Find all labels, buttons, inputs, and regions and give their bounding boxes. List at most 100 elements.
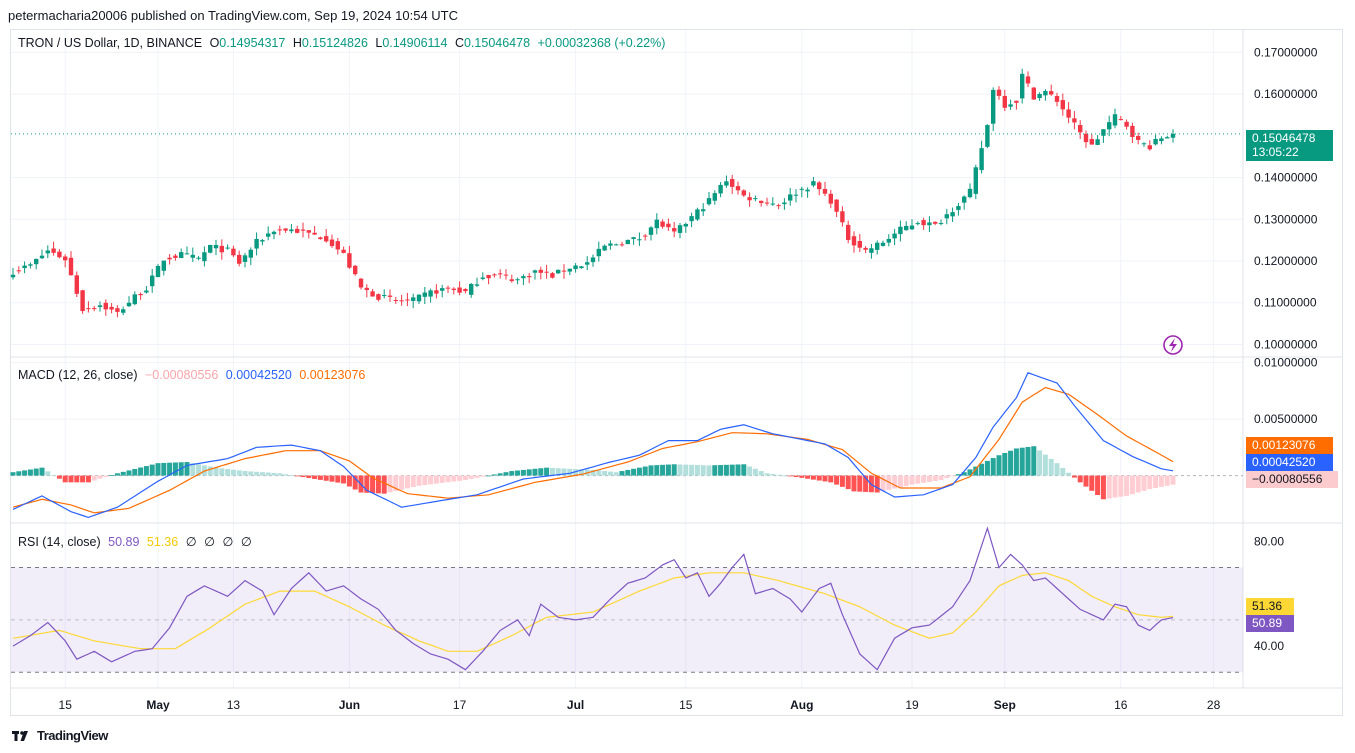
candle xyxy=(416,294,422,302)
candle xyxy=(1118,119,1123,121)
macd-hist-bar xyxy=(689,464,695,476)
macd-hist-bar xyxy=(439,475,445,483)
candle xyxy=(1112,114,1118,126)
bar-countdown: 13:05:22 xyxy=(1252,145,1299,159)
macd-hist-bar xyxy=(648,465,654,476)
macd-hist-bar xyxy=(718,465,724,476)
macd-hist-bar xyxy=(1031,446,1037,476)
candle xyxy=(776,205,781,207)
candle xyxy=(532,270,538,273)
candle xyxy=(150,275,155,287)
macd-hist-bar xyxy=(1135,475,1141,493)
candle xyxy=(892,233,897,239)
macd-hist-bar xyxy=(1002,452,1008,476)
symbol-title[interactable]: TRON / US Dollar, 1D, BINANCE xyxy=(18,36,203,50)
candle xyxy=(155,265,161,278)
rsi-title[interactable]: RSI (14, close) xyxy=(18,535,101,549)
candle xyxy=(405,299,410,301)
macd-hist-bar xyxy=(404,475,410,489)
macd-hist-bar xyxy=(503,472,509,476)
tradingview-brand[interactable]: TradingView xyxy=(37,728,108,743)
macd-hist-bar xyxy=(161,462,167,476)
macd-hist-bar xyxy=(51,475,57,476)
candle xyxy=(179,252,184,259)
macd-hist-bar xyxy=(1054,463,1060,476)
candle xyxy=(503,274,509,276)
candle xyxy=(909,225,915,230)
macd-hist-bar xyxy=(781,475,787,477)
candle xyxy=(231,248,236,256)
macd-hist-bar xyxy=(271,472,277,476)
macd-hist-bar xyxy=(770,474,776,476)
candle xyxy=(1049,91,1054,95)
candle xyxy=(863,247,868,250)
time-tick-label: May xyxy=(146,698,170,712)
macd-hist-bar xyxy=(863,475,869,492)
macd-hist-bar xyxy=(967,469,973,476)
candle xyxy=(950,212,955,217)
candle xyxy=(1130,125,1135,137)
macd-hist-bar xyxy=(225,469,231,476)
candle xyxy=(144,290,149,293)
macd-hist-bar xyxy=(631,468,637,476)
candle xyxy=(358,278,364,288)
macd-hist-bar xyxy=(979,463,985,476)
current-price-value: 0.15046478 xyxy=(1252,131,1316,145)
macd-hist-bar xyxy=(300,475,306,478)
macd-hist-bar xyxy=(468,475,474,479)
macd-hist-bar xyxy=(921,475,927,483)
macd-hist-bar xyxy=(515,470,521,476)
macd-hist-bar xyxy=(312,475,318,479)
candle xyxy=(840,211,845,223)
low-value: 0.14906114 xyxy=(382,36,448,50)
candle xyxy=(846,224,851,240)
macd-hist-bar xyxy=(1129,475,1135,495)
macd-hist-bar xyxy=(712,465,718,476)
candle xyxy=(701,209,706,212)
macd-hist-bar xyxy=(625,469,631,476)
candle xyxy=(109,306,114,310)
candle xyxy=(347,253,352,268)
candle xyxy=(770,203,775,205)
candle xyxy=(242,255,248,262)
macd-hist-bar xyxy=(1124,475,1130,496)
tradingview-logo-icon xyxy=(12,730,28,741)
candle xyxy=(805,189,810,192)
macd-hist-bar xyxy=(1095,475,1101,496)
candle xyxy=(782,202,787,205)
macd-hist-bar xyxy=(317,475,323,480)
macd-hist-bar xyxy=(375,475,381,494)
candle xyxy=(643,235,648,237)
rsi-extra-3: ∅ xyxy=(222,535,234,549)
macd-hist-bar xyxy=(1066,472,1072,476)
macd-title[interactable]: MACD (12, 26, close) xyxy=(18,368,138,382)
candle xyxy=(492,274,497,276)
macd-hist-bar xyxy=(596,470,602,476)
macd-hist-value: −0.00080556 xyxy=(144,368,219,382)
macd-hist-bar xyxy=(381,475,387,494)
macd-hist-bar xyxy=(735,464,741,476)
rsi-tick-label: 40.00 xyxy=(1254,639,1284,653)
candle xyxy=(788,194,793,201)
candle xyxy=(828,193,833,204)
high-label: H xyxy=(292,36,302,50)
macd-hist-bar xyxy=(277,473,283,476)
macd-hist-bar xyxy=(955,474,961,476)
macd-hist-bar xyxy=(370,475,376,494)
macd-hist-bar xyxy=(532,468,538,476)
candle xyxy=(434,290,439,294)
macd-hist-bar xyxy=(961,472,967,476)
macd-hist-bar xyxy=(834,475,840,485)
candle xyxy=(329,239,335,247)
macd-hist-bar xyxy=(306,475,312,479)
macd-hist-bar xyxy=(1089,475,1095,491)
macd-hist-bar xyxy=(555,468,561,476)
candle xyxy=(440,288,445,291)
macd-hist-bar xyxy=(433,475,439,484)
candle xyxy=(318,237,323,240)
macd-hist-bar xyxy=(138,467,144,476)
macd-hist-bar xyxy=(805,475,811,479)
candle xyxy=(1060,100,1065,110)
rsi-tick-label: 80.00 xyxy=(1254,534,1284,548)
